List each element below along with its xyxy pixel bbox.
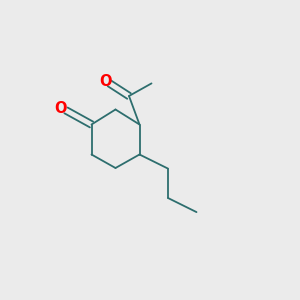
Text: O: O xyxy=(100,74,112,89)
Text: O: O xyxy=(54,101,67,116)
